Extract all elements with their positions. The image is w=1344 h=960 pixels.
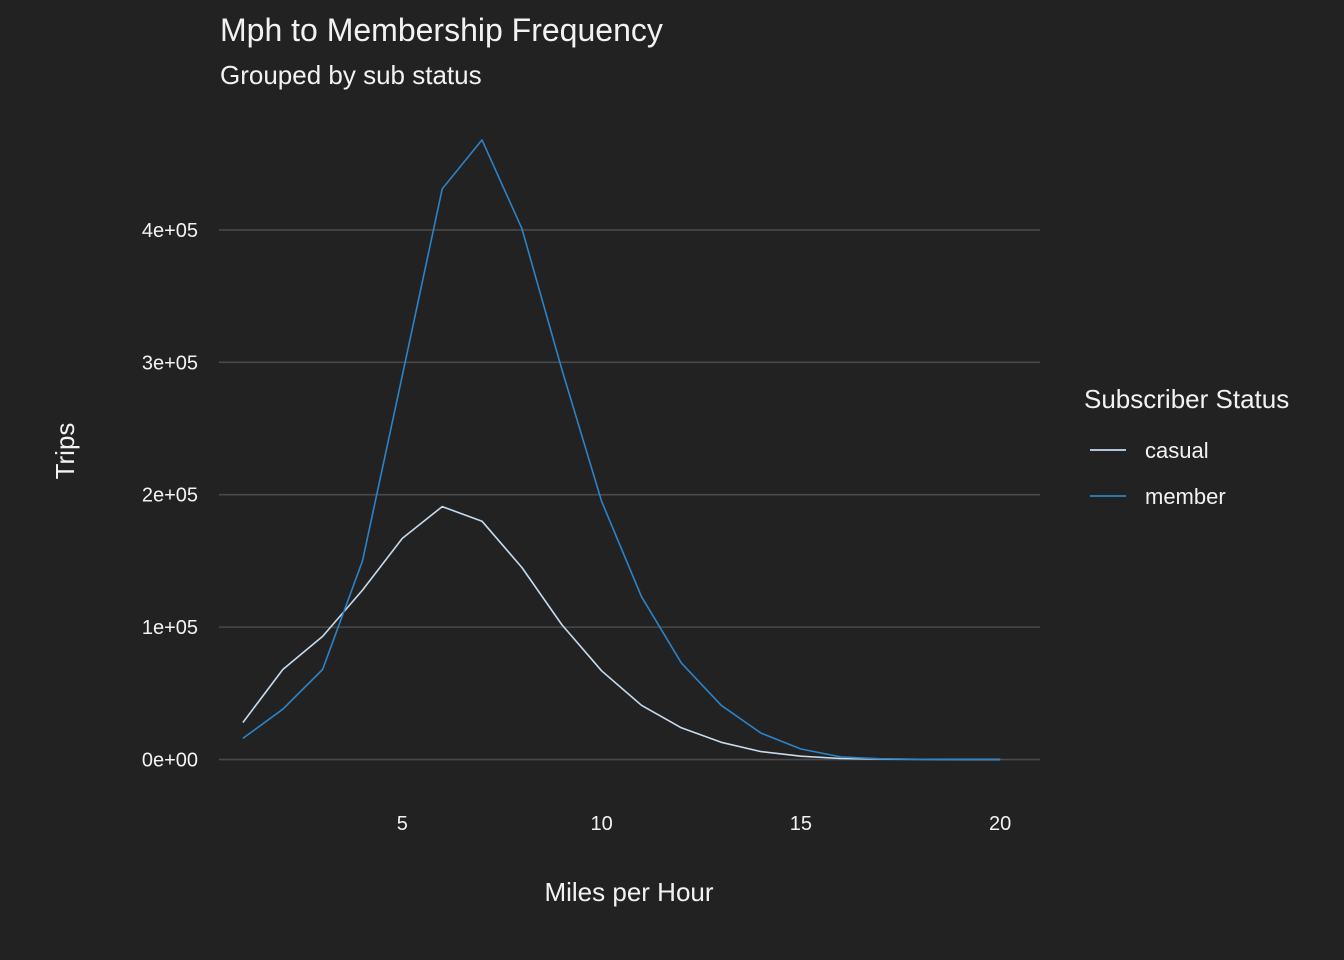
y-axis-title: Trips [50,423,80,480]
y-tick-label: 3e+05 [142,352,198,374]
x-tick-label: 10 [590,813,612,835]
legend-label-member: member [1145,484,1226,509]
series-line-casual [242,505,1001,761]
y-tick-labels: 0e+00 1e+05 2e+05 3e+05 4e+05 [142,220,198,772]
x-axis-title: Miles per Hour [544,877,713,907]
chart-subtitle: Grouped by sub status [220,60,482,90]
series-lines [242,139,1001,761]
y-tick-label: 4e+05 [142,220,198,242]
legend-label-casual: casual [1145,438,1209,463]
x-tick-labels: 5 10 15 20 [397,813,1012,835]
grid-lines [219,229,1040,761]
series-line-member [242,139,1001,761]
y-tick-label: 1e+05 [142,617,198,639]
x-tick-label: 20 [989,813,1011,835]
legend-title: Subscriber Status [1084,384,1289,414]
y-tick-label: 2e+05 [142,485,198,507]
legend: Subscriber Status casual member [1084,384,1289,509]
x-tick-label: 5 [397,813,408,835]
chart-title: Mph to Membership Frequency [220,12,663,48]
x-tick-label: 15 [790,813,812,835]
y-tick-label: 0e+00 [142,750,198,772]
